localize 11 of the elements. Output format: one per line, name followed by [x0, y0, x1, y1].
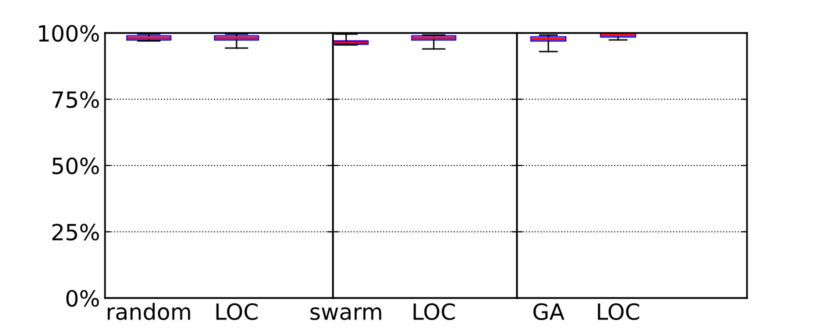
x-tick-label: LOC: [414, 303, 455, 320]
y-tick-label: 50%: [52, 157, 99, 174]
y-tick-label: 100%: [39, 24, 99, 42]
y-tick-label: 75%: [52, 91, 99, 108]
x-tick-label: LOC: [598, 303, 640, 320]
x-tick-label: swarm: [310, 307, 382, 320]
y-tick-label: 0%: [66, 290, 99, 307]
x-tick-label: LOC: [216, 303, 258, 320]
y-tick-label: 25%: [52, 224, 99, 241]
x-tick-label: GA: [533, 303, 564, 320]
x-tick-label: random: [108, 302, 190, 320]
